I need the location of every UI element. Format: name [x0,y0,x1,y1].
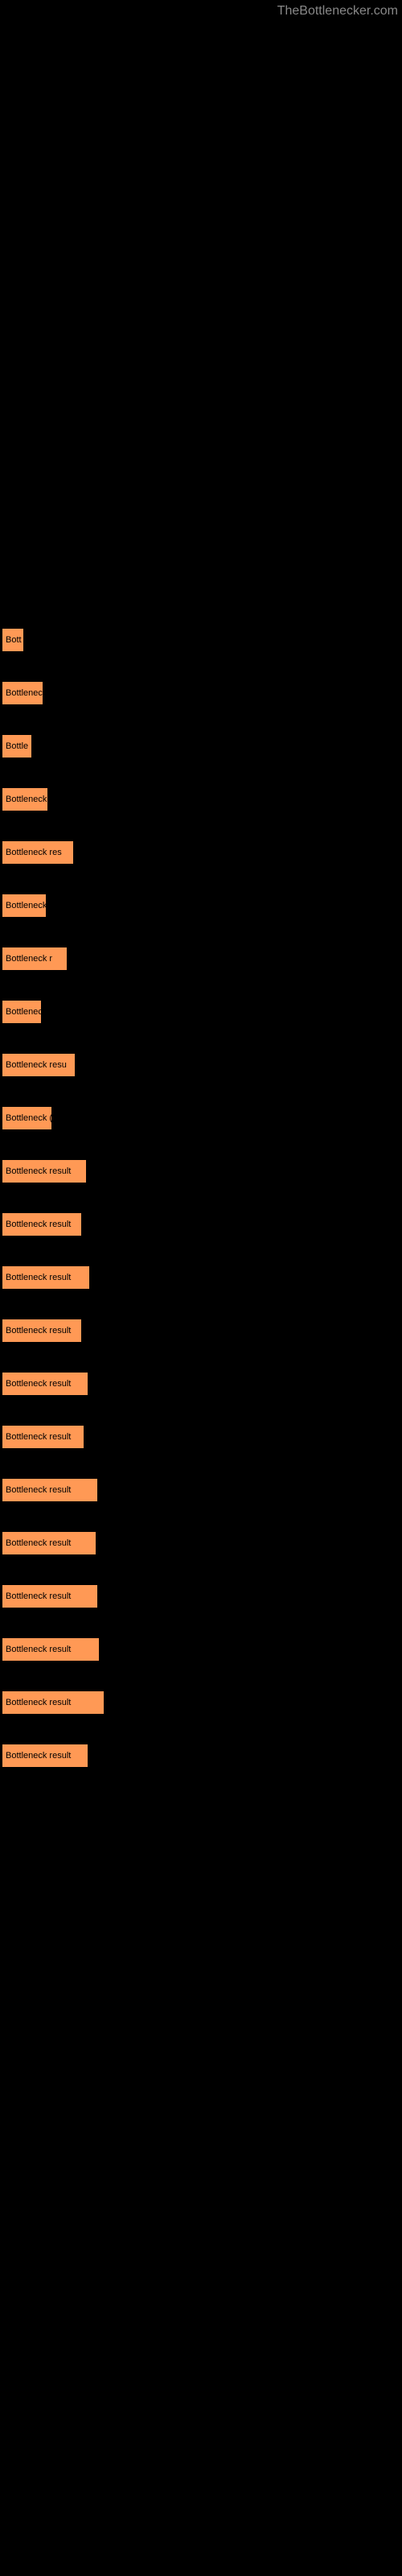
bar-row: Bottleneck result [2,1744,402,1768]
bar-row: Bottleneck res [2,840,402,865]
bar-row: Bottleneck result [2,1159,402,1183]
chart-bar: Bottleneck [2,894,47,918]
bar-row: Bottleneck result [2,1319,402,1343]
bar-row: Bottleneck r [2,947,402,971]
bar-row: Bottleneck [2,894,402,918]
bar-row: Bottleneck [2,787,402,811]
chart-bar: Bottleneck result [2,1212,82,1236]
bar-row: Bott [2,628,402,652]
bar-row: Bottleneck result [2,1584,402,1608]
chart-bar: Bottleneck res [2,840,74,865]
chart-bar: Bottleneck result [2,1584,98,1608]
bar-row: Bottleneck result [2,1531,402,1555]
bar-chart: Bott Bottlenec Bottle Bottleneck Bottleneck … [0,628,402,1768]
chart-bar: Bottleneck result [2,1319,82,1343]
bar-row: Bottleneck resu [2,1053,402,1077]
chart-bar: Bottleneck result [2,1265,90,1290]
watermark-text: TheBottlenecker.com [277,4,398,19]
chart-bar: Bottlenec [2,681,43,705]
chart-bar: Bottleneck r [2,947,68,971]
bar-row: Bottleneck result [2,1265,402,1290]
bar-row: Bottleneck result [2,1690,402,1715]
chart-bar: Bottleneck result [2,1744,88,1768]
chart-bar: Bottleneck result [2,1637,100,1662]
bar-row: Bottleneck result [2,1425,402,1449]
chart-bar: Bottleneck result [2,1531,96,1555]
bar-row: Bottlenec [2,1000,402,1024]
chart-bar: Bottleneck resu [2,1053,76,1077]
chart-bar: Bottleneck [2,787,48,811]
bar-row: Bottleneck ( [2,1106,402,1130]
bar-row: Bottle [2,734,402,758]
chart-bar: Bottle [2,734,32,758]
bar-row: Bottleneck result [2,1478,402,1502]
bar-row: Bottleneck result [2,1372,402,1396]
chart-bar: Bottleneck result [2,1372,88,1396]
chart-bar: Bottleneck result [2,1425,84,1449]
bar-row: Bottleneck result [2,1212,402,1236]
chart-bar: Bottlenec [2,1000,42,1024]
chart-bar: Bottleneck result [2,1159,87,1183]
chart-bar: Bottleneck result [2,1690,105,1715]
bar-row: Bottlenec [2,681,402,705]
chart-bar: Bottleneck result [2,1478,98,1502]
chart-bar: Bottleneck ( [2,1106,52,1130]
bar-row: Bottleneck result [2,1637,402,1662]
chart-bar: Bott [2,628,24,652]
